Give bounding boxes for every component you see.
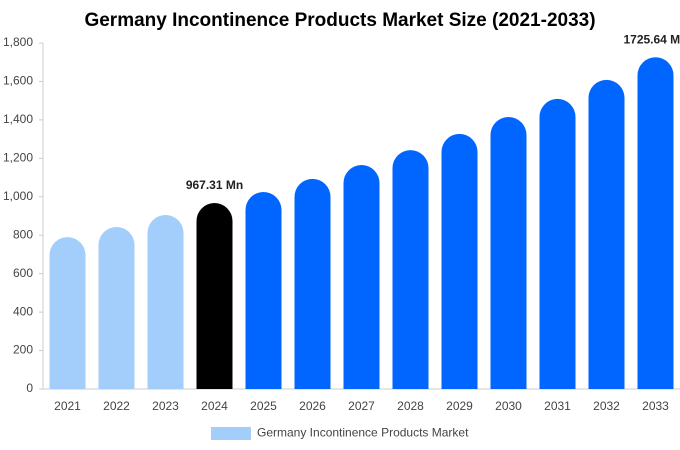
bar	[49, 237, 86, 389]
x-tick-label: 2029	[446, 399, 473, 413]
bar	[490, 117, 527, 389]
bar	[343, 165, 380, 389]
bar	[441, 133, 478, 389]
y-tick-label: 400	[13, 304, 33, 318]
y-tick-label: 1,600	[3, 74, 33, 88]
bar	[539, 98, 576, 389]
x-tick-label: 2026	[299, 399, 326, 413]
legend-label: Germany Incontinence Products Market	[257, 426, 469, 440]
y-tick-label: 200	[13, 343, 33, 357]
bar	[392, 150, 429, 389]
x-tick-label: 2022	[103, 399, 130, 413]
x-tick-label: 2027	[348, 399, 375, 413]
x-tick-label: 2023	[152, 399, 179, 413]
y-tick-label: 600	[13, 266, 33, 280]
bar	[98, 226, 135, 389]
x-tick-label: 2024	[201, 399, 228, 413]
x-tick-label: 2025	[250, 399, 277, 413]
y-tick-label: 800	[13, 227, 33, 241]
bar	[588, 79, 625, 389]
y-tick-label: 1,000	[3, 189, 33, 203]
bar	[637, 57, 674, 390]
bar	[245, 191, 282, 389]
y-tick-label: 1,800	[3, 35, 33, 49]
chart-title: Germany Incontinence Products Market Siz…	[84, 10, 595, 31]
y-tick-label: 1,400	[3, 112, 33, 126]
x-tick-label: 2033	[642, 399, 669, 413]
bar	[294, 178, 331, 389]
value-label: 967.31 Mn	[186, 178, 243, 192]
x-tick-label: 2021	[54, 399, 81, 413]
x-tick-label: 2028	[397, 399, 424, 413]
x-tick-label: 2030	[495, 399, 522, 413]
bar	[147, 215, 184, 389]
legend-swatch	[211, 427, 251, 440]
x-tick-label: 2031	[544, 399, 571, 413]
x-tick-label: 2032	[593, 399, 620, 413]
y-tick-label: 0	[26, 381, 33, 395]
y-tick-label: 1,200	[3, 151, 33, 165]
value-label: 1725.64 Mn	[623, 32, 680, 46]
bar	[196, 203, 233, 389]
